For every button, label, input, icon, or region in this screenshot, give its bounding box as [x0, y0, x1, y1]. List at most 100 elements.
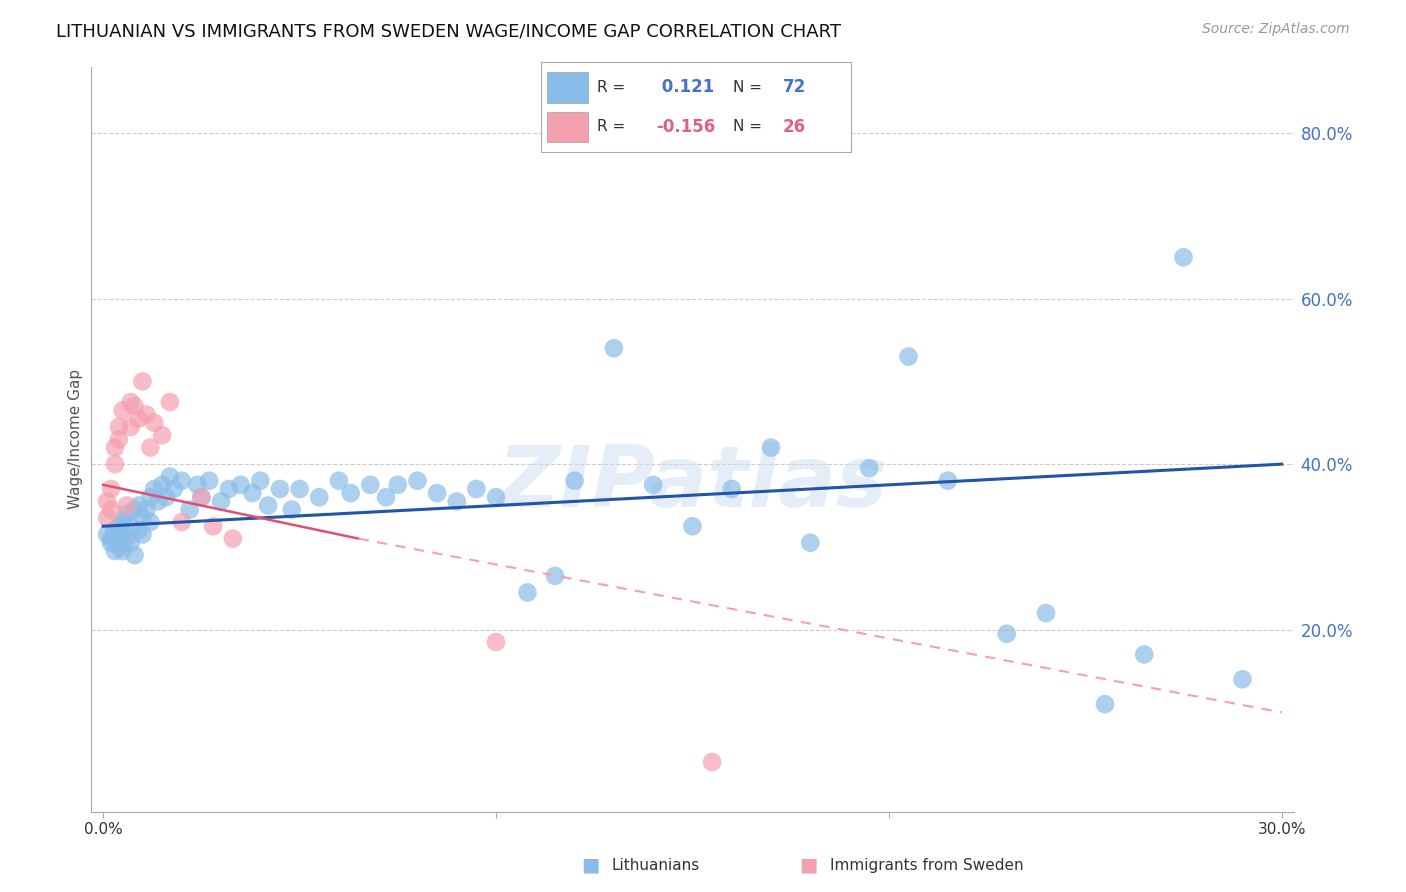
Point [104, 524, 127, 538]
Point [328, 474, 350, 488]
Text: Source: ZipAtlas.com: Source: ZipAtlas.com [1202, 22, 1350, 37]
Text: ■: ■ [799, 855, 818, 875]
Point [131, 375, 153, 389]
Point [146, 494, 169, 508]
Point [96, 511, 118, 525]
Point [115, 532, 138, 546]
Point [143, 482, 166, 496]
Text: Lithuanians: Lithuanians [612, 858, 700, 872]
Point [131, 511, 153, 525]
Point [159, 469, 181, 483]
Point [96, 494, 118, 508]
Point [799, 535, 821, 549]
Point [100, 532, 122, 546]
Point [143, 416, 166, 430]
Point [128, 411, 150, 425]
Point [150, 428, 173, 442]
Point [155, 490, 177, 504]
Text: N =: N = [733, 120, 762, 134]
Point [1133, 648, 1156, 662]
Point [104, 457, 127, 471]
Bar [547, 112, 588, 142]
Point [485, 490, 508, 504]
Point [111, 527, 134, 541]
Point [269, 482, 291, 496]
Point [339, 486, 361, 500]
Point [124, 399, 146, 413]
Point [897, 350, 920, 364]
Point [1232, 673, 1254, 687]
Point [190, 490, 212, 504]
Point [120, 420, 142, 434]
Point [186, 478, 208, 492]
Point [100, 535, 122, 549]
Point [115, 499, 138, 513]
Text: ZIPatlas: ZIPatlas [498, 442, 887, 525]
Point [128, 524, 150, 538]
Point [104, 544, 127, 558]
Point [179, 502, 201, 516]
Point [100, 502, 122, 516]
Text: 26: 26 [783, 118, 806, 136]
Point [115, 507, 138, 521]
Point [120, 395, 142, 409]
Point [387, 478, 409, 492]
Point [163, 482, 186, 496]
Point [516, 585, 538, 599]
Point [170, 474, 193, 488]
Y-axis label: Wage/Income Gap: Wage/Income Gap [67, 369, 83, 509]
Point [308, 490, 330, 504]
Point [159, 395, 181, 409]
Point [170, 515, 193, 529]
Point [1173, 250, 1195, 264]
Point [1035, 606, 1057, 620]
Point [135, 408, 157, 422]
Point [643, 478, 665, 492]
Point [139, 490, 162, 504]
Text: N =: N = [733, 80, 762, 95]
Point [544, 569, 567, 583]
Point [108, 519, 131, 533]
Point [108, 540, 131, 554]
Point [564, 474, 586, 488]
Point [104, 441, 127, 455]
Point [150, 478, 173, 492]
Point [426, 486, 449, 500]
Point [446, 494, 468, 508]
Point [681, 519, 703, 533]
Point [1094, 697, 1116, 711]
Point [124, 548, 146, 562]
Point [131, 527, 153, 541]
Point [209, 494, 232, 508]
Point [720, 482, 742, 496]
Point [135, 502, 157, 516]
Bar [547, 72, 588, 103]
Point [139, 515, 162, 529]
Point [120, 519, 142, 533]
Point [858, 461, 880, 475]
Point [218, 482, 240, 496]
Point [111, 515, 134, 529]
Text: 72: 72 [783, 78, 806, 96]
Text: ■: ■ [581, 855, 600, 875]
Point [111, 403, 134, 417]
Point [465, 482, 488, 496]
Point [198, 474, 221, 488]
Point [288, 482, 311, 496]
Text: R =: R = [598, 80, 626, 95]
Point [995, 627, 1018, 641]
Point [281, 502, 304, 516]
Point [359, 478, 381, 492]
Point [111, 544, 134, 558]
Text: R =: R = [598, 120, 626, 134]
Point [759, 441, 782, 455]
Point [406, 474, 429, 488]
Point [700, 755, 723, 769]
Point [139, 441, 162, 455]
Text: LITHUANIAN VS IMMIGRANTS FROM SWEDEN WAGE/INCOME GAP CORRELATION CHART: LITHUANIAN VS IMMIGRANTS FROM SWEDEN WAG… [56, 22, 841, 40]
Point [108, 433, 131, 447]
Point [603, 341, 626, 355]
Point [222, 532, 245, 546]
Point [100, 482, 122, 496]
Point [108, 420, 131, 434]
